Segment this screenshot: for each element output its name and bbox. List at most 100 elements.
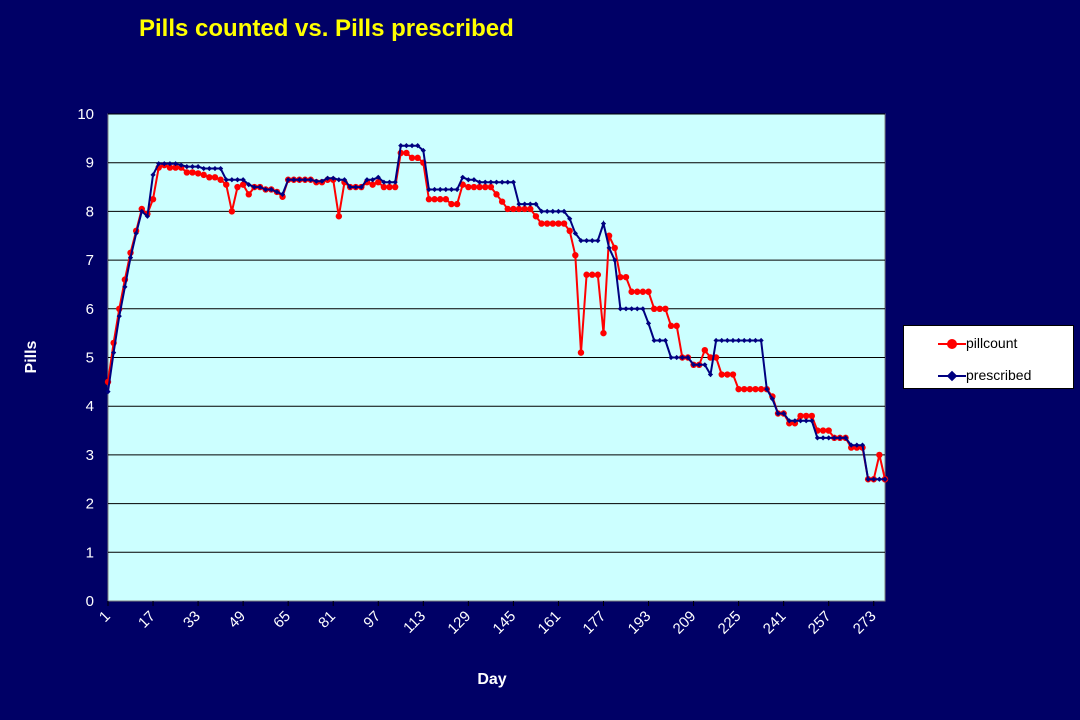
data-point-prescribed (279, 191, 286, 197)
data-point-prescribed (623, 306, 629, 312)
data-point-prescribed (195, 163, 201, 170)
data-point-pillcount (386, 183, 393, 191)
data-point-prescribed (640, 306, 646, 312)
data-point-pillcount (622, 273, 630, 281)
x-tick-label: 81 (315, 608, 339, 632)
data-point-prescribed (645, 320, 652, 327)
data-point-prescribed (696, 362, 702, 368)
data-point-prescribed (460, 174, 466, 180)
data-point-pillcount (538, 220, 545, 227)
data-point-prescribed (347, 184, 353, 190)
data-point-prescribed (246, 182, 252, 188)
data-point-prescribed (431, 186, 438, 193)
legend-item-pillcount: pillcount (904, 334, 1073, 354)
data-point-prescribed (617, 306, 623, 312)
data-point-pillcount (217, 176, 224, 183)
data-point-pillcount (589, 271, 596, 278)
data-point-prescribed (285, 177, 291, 183)
data-point-prescribed (600, 220, 607, 227)
data-point-pillcount (510, 205, 517, 213)
data-point-prescribed (809, 418, 815, 424)
data-point-pillcount (628, 288, 635, 295)
data-point-prescribed (629, 306, 635, 312)
data-point-prescribed (831, 435, 837, 441)
y-tick-label: 9 (86, 155, 94, 172)
gridlines (108, 113, 885, 553)
data-point-pillcount (245, 191, 252, 198)
data-point-pillcount (465, 183, 472, 191)
data-point-pillcount (223, 181, 230, 188)
data-point-pillcount (757, 385, 765, 393)
data-point-pillcount (470, 183, 478, 191)
x-tick-label: 161 (535, 608, 565, 638)
data-point-prescribed (465, 177, 471, 183)
x-tick-label: 193 (625, 608, 655, 638)
data-point-prescribed (127, 255, 134, 261)
data-point-pillcount (380, 183, 388, 191)
data-point-prescribed (488, 179, 494, 185)
data-point-pillcount (634, 288, 641, 295)
data-point-prescribed (426, 186, 432, 193)
data-point-prescribed (308, 177, 314, 183)
data-point-prescribed (769, 396, 775, 402)
data-point-pillcount (189, 169, 196, 176)
data-point-pillcount (577, 349, 585, 356)
data-point-prescribed (522, 201, 528, 207)
data-point-prescribed (837, 435, 843, 441)
data-point-pillcount (667, 322, 675, 330)
data-point-prescribed (381, 179, 387, 185)
data-point-pillcount (183, 169, 191, 176)
x-tick-label: 129 (444, 608, 474, 638)
data-point-prescribed (189, 163, 196, 170)
data-point-pillcount (414, 154, 421, 162)
x-tick-label: 17 (135, 608, 159, 632)
data-point-prescribed (454, 186, 460, 193)
y-tick-label: 0 (86, 593, 94, 610)
data-point-pillcount (560, 220, 568, 227)
y-tick-label: 3 (86, 447, 94, 464)
y-tick-label: 10 (77, 106, 94, 123)
data-point-prescribed (555, 208, 562, 214)
data-point-pillcount (724, 371, 731, 378)
data-point-prescribed (764, 386, 770, 392)
data-point-prescribed (533, 201, 539, 207)
data-point-prescribed (792, 418, 798, 424)
data-point-prescribed (167, 161, 173, 167)
x-tick-label: 1 (96, 608, 114, 626)
data-point-prescribed (268, 186, 274, 193)
data-point-prescribed (544, 208, 550, 214)
data-point-prescribed (690, 362, 697, 368)
data-point-prescribed (730, 337, 736, 344)
data-point-pillcount (532, 213, 540, 220)
data-point-prescribed (786, 418, 792, 424)
data-point-pillcount (746, 385, 754, 393)
data-point-prescribed (493, 179, 500, 185)
data-point-pillcount (549, 220, 557, 227)
data-point-pillcount (228, 208, 236, 215)
data-point-prescribed (719, 337, 725, 344)
data-point-prescribed (505, 179, 511, 185)
data-point-prescribed (353, 184, 359, 190)
data-point-prescribed (865, 476, 871, 482)
data-point-prescribed (291, 177, 297, 183)
data-point-prescribed (477, 179, 483, 185)
data-point-prescribed (336, 177, 342, 183)
chart-title: Pills counted vs. Pills prescribed (139, 15, 514, 42)
data-point-pillcount (504, 205, 511, 213)
data-point-prescribed (567, 216, 573, 222)
data-point-prescribed (702, 362, 708, 368)
data-point-prescribed (674, 354, 680, 361)
data-point-prescribed (370, 177, 376, 183)
circle-marker-icon (947, 339, 957, 349)
legend-item-prescribed: prescribed (904, 366, 1073, 386)
data-point-prescribed (876, 476, 882, 482)
data-point-prescribed (105, 388, 111, 395)
data-point-pillcount (600, 329, 607, 337)
data-point-prescribed (662, 337, 669, 344)
data-point-pillcount (594, 271, 602, 278)
data-point-pillcount (819, 427, 827, 434)
data-point-pillcount (729, 371, 737, 378)
data-point-prescribed (612, 257, 618, 263)
data-point-pillcount (453, 200, 461, 208)
data-point-prescribed (111, 350, 117, 356)
